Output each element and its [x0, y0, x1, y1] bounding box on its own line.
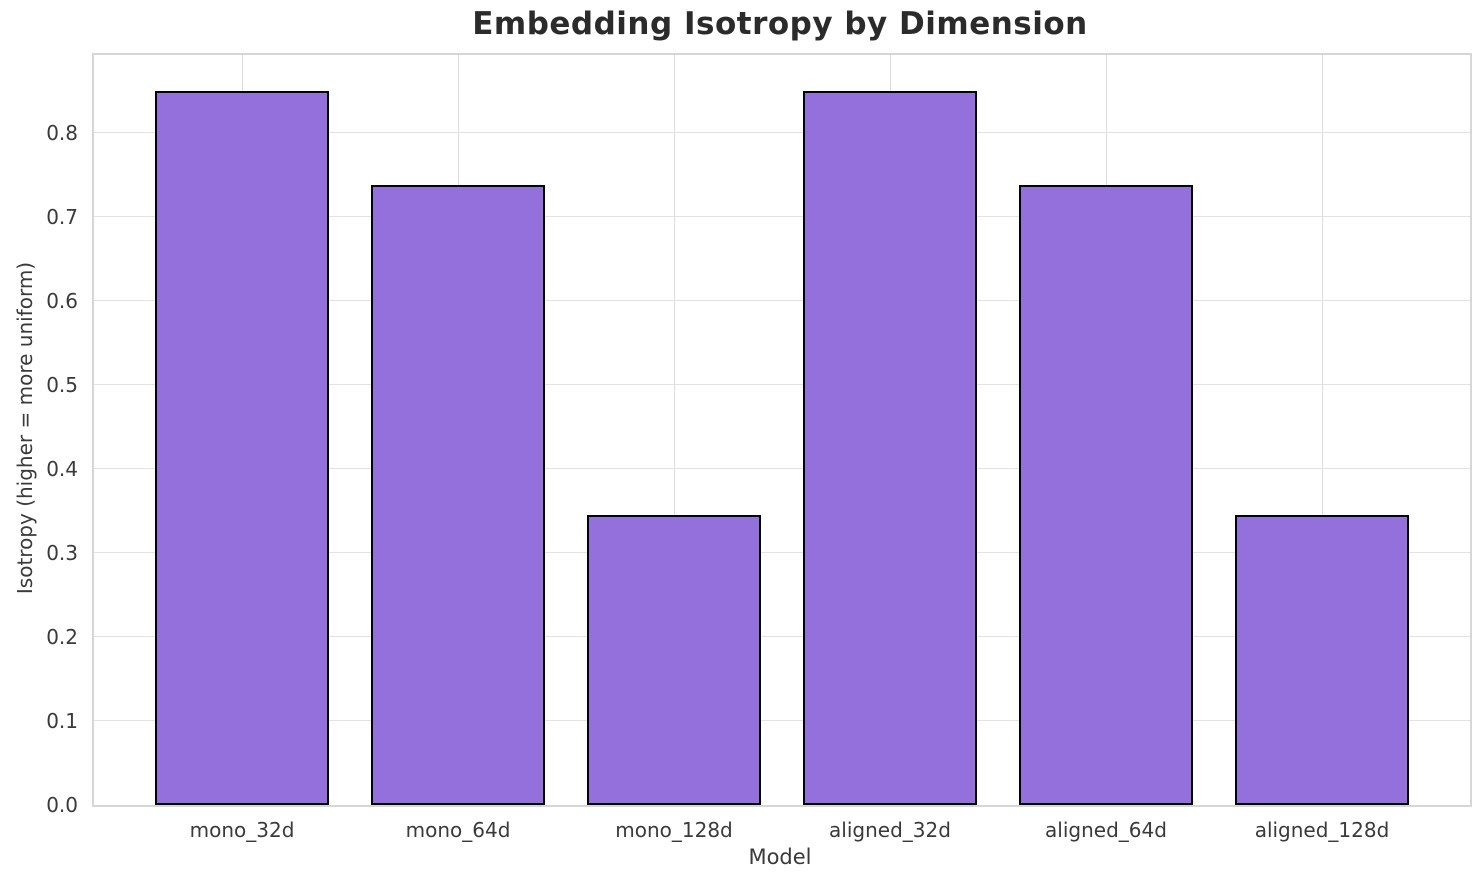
bar-mono_128d — [587, 515, 761, 805]
x-tick-label-mono_64d: mono_64d — [405, 818, 511, 842]
bar-aligned_64d — [1019, 184, 1193, 805]
x-tick-label-aligned_64d: aligned_64d — [1045, 818, 1167, 842]
bar-mono_32d — [155, 90, 329, 805]
y-tick-label: 0.4 — [46, 456, 78, 481]
y-tick-label: 0.7 — [46, 204, 78, 229]
bar-mono_64d — [371, 184, 545, 805]
y-tick-label: 0.5 — [46, 372, 78, 397]
y-tick-label: 0.2 — [46, 624, 78, 649]
x-gridline — [673, 55, 675, 805]
y-axis-label: Isotropy (higher = more uniform) — [13, 261, 37, 595]
x-tick-label-aligned_32d: aligned_32d — [829, 818, 951, 842]
y-tick-label: 0.0 — [46, 793, 78, 817]
chart-title: Embedding Isotropy by Dimension — [472, 6, 1088, 42]
y-gridline — [94, 216, 1470, 218]
y-gridline — [94, 384, 1470, 386]
x-axis-label: Model — [748, 845, 812, 869]
y-gridline — [94, 132, 1470, 134]
bar-aligned_128d — [1235, 515, 1409, 805]
plot-area: 0.0 0.1 0.2 0.3 0.4 0.5 0.6 0.7 0.8 mono_32d mono_… — [46, 53, 1472, 842]
y-tick-label: 0.3 — [46, 540, 78, 565]
y-tick-label: 0.1 — [46, 708, 78, 733]
y-tick-label: 0.6 — [46, 288, 78, 313]
x-gridline — [1321, 55, 1323, 805]
bar-aligned_32d — [803, 90, 977, 805]
x-tick-label-mono_32d: mono_32d — [189, 818, 295, 842]
y-gridline — [94, 552, 1470, 554]
y-tick-label: 0.8 — [46, 120, 78, 145]
x-tick-label-aligned_128d: aligned_128d — [1254, 818, 1390, 842]
y-gridline — [94, 468, 1470, 470]
y-gridline — [94, 300, 1470, 302]
x-tick-label-mono_128d: mono_128d — [615, 818, 733, 842]
y-gridline — [94, 636, 1470, 638]
y-gridline — [94, 720, 1470, 722]
